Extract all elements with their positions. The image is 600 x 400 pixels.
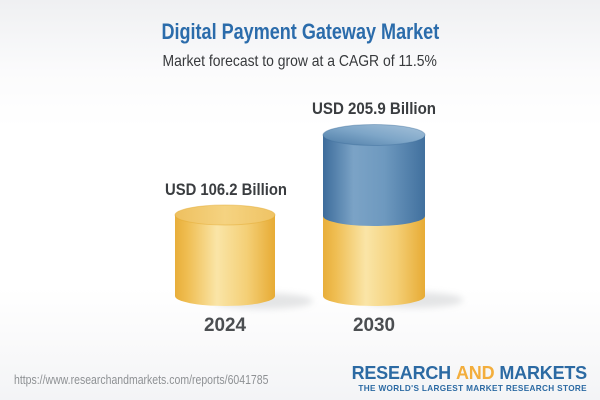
- logo-tagline: THE WORLD'S LARGEST MARKET RESEARCH STOR…: [358, 384, 587, 393]
- logo-markets: MARKETS: [499, 363, 587, 383]
- bar-group-2030: [322, 124, 463, 308]
- bar-group-2024: [174, 204, 313, 309]
- bar-2030-top: [322, 124, 426, 146]
- logo-research: RESEARCH: [351, 363, 452, 383]
- header: Digital Payment Gateway Market Market fo…: [0, 0, 600, 71]
- bar-2030-base-segment: [323, 216, 425, 306]
- bar-2024-body: [175, 215, 275, 306]
- bar-2030-growth-segment: [323, 135, 425, 226]
- value-label-2030: USD 205.9 Billion: [312, 99, 436, 118]
- page-title: Digital Payment Gateway Market: [0, 19, 600, 44]
- value-label-2024: USD 106.2 Billion: [165, 180, 287, 199]
- x-label-2030: 2030: [353, 314, 395, 336]
- footer-url: https://www.researchandmarkets.com/repor…: [14, 373, 269, 387]
- logo-and: AND: [455, 363, 495, 383]
- brand-logo: RESEARCH AND MARKETS THE WORLD'S LARGEST M…: [351, 363, 588, 393]
- page-subtitle-text: Market forecast to grow at a CAGR of 11.…: [162, 53, 438, 70]
- page-title-text: Digital Payment Gateway Market: [161, 19, 439, 44]
- bar-2024-top: [174, 204, 276, 226]
- x-label-2024: 2024: [204, 314, 246, 336]
- logo-wordmark: RESEARCH AND MARKETS: [351, 363, 588, 383]
- page-subtitle: Market forecast to grow at a CAGR of 11.…: [0, 53, 600, 71]
